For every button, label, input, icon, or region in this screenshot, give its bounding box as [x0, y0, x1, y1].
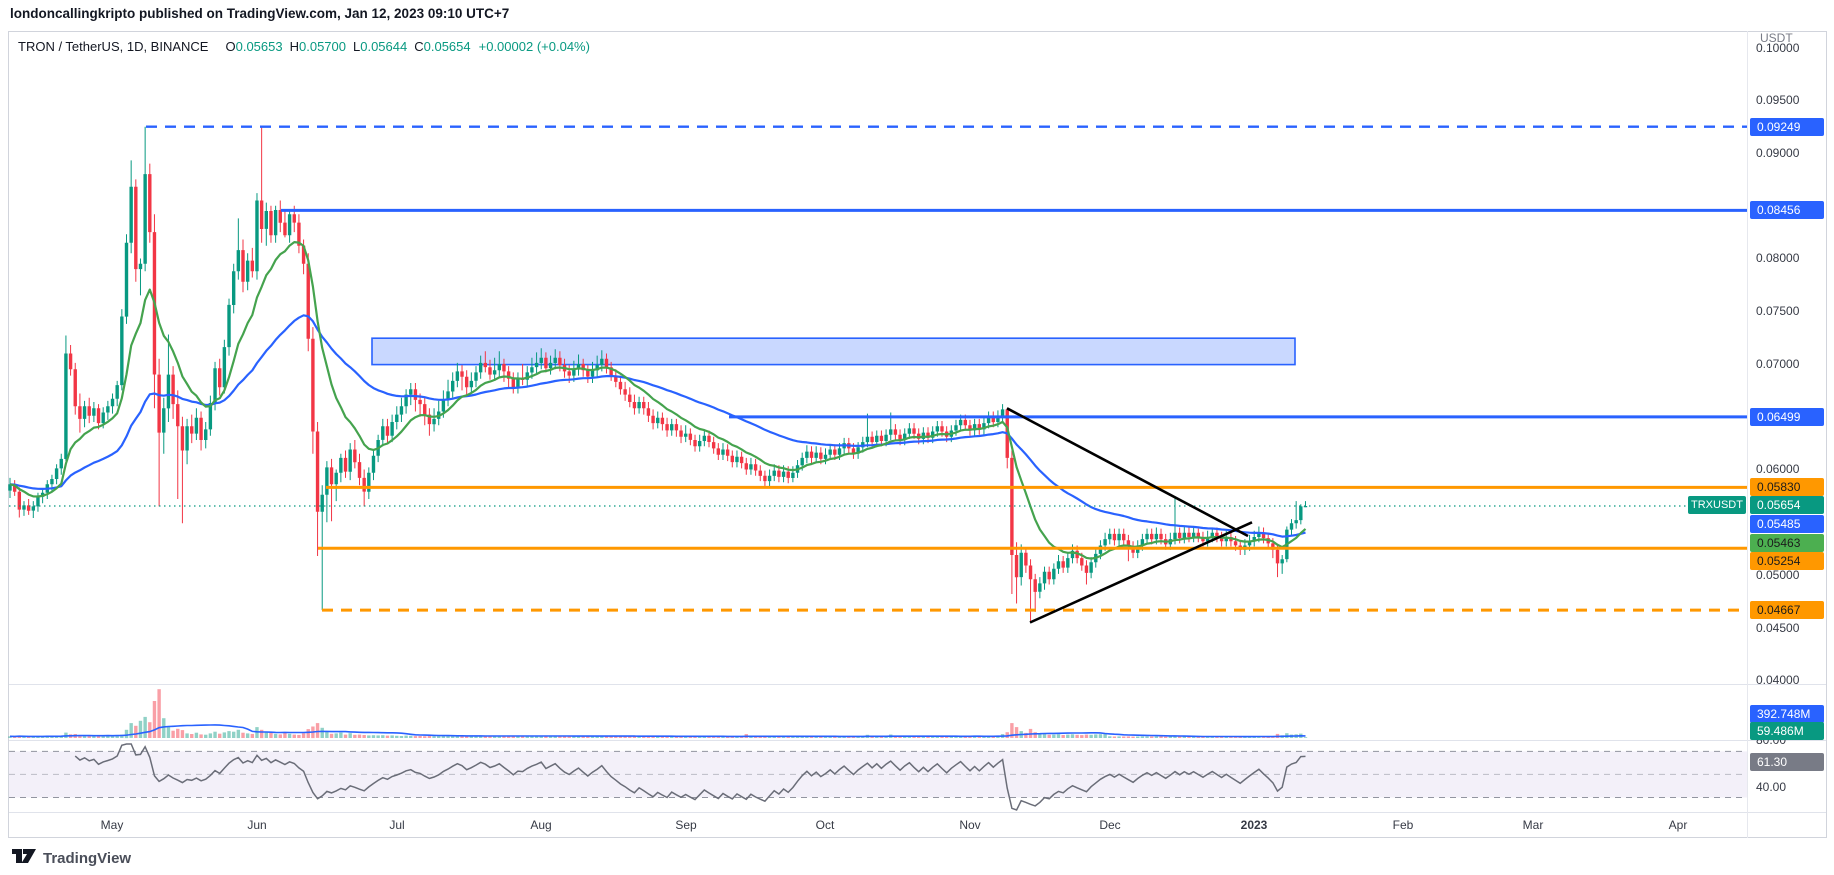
price-tick: 0.07000: [1756, 357, 1800, 371]
ohlc-values: O0.05653 H0.05700 L0.05644 C0.05654: [218, 39, 470, 54]
price-tick: 0.07500: [1756, 304, 1800, 318]
ma-fast-line: [9, 241, 1307, 560]
ohlc-value: 0.05644: [360, 39, 408, 54]
currency-label: USDT: [1760, 31, 1793, 45]
price-tick: 0.10000: [1756, 41, 1800, 55]
ohlc-key: C: [414, 39, 424, 54]
rsi-line: [74, 743, 1306, 811]
axis-price-label[interactable]: 0.05254: [1750, 552, 1824, 570]
ohlc-value: 0.05654: [423, 39, 471, 54]
axis-price-label[interactable]: 0.05485: [1750, 515, 1824, 533]
price-tick: 0.08000: [1756, 251, 1800, 265]
axis-price-label[interactable]: 61.30: [1750, 753, 1824, 771]
month-label: Sep: [675, 818, 697, 832]
ohlc-key: H: [289, 39, 299, 54]
month-label: Jul: [389, 818, 405, 832]
footer: TradingView: [12, 845, 131, 872]
price-tick: 0.04500: [1756, 621, 1800, 635]
axis-price-label[interactable]: 0.04667: [1750, 601, 1824, 619]
price-tick: 0.09000: [1756, 146, 1800, 160]
trendline-lower: [1029, 521, 1253, 624]
axis-price-label[interactable]: 0.08456: [1750, 201, 1824, 219]
ohlc-key: O: [225, 39, 236, 54]
ohlc-value: 0.05653: [235, 39, 283, 54]
month-label: Nov: [959, 818, 981, 832]
axis-price-label[interactable]: 59.486M: [1750, 722, 1824, 740]
publish-info: londoncallingkripto published on Trading…: [10, 6, 510, 21]
month-label: Mar: [1522, 818, 1544, 832]
price-tick: 0.04000: [1756, 673, 1800, 687]
axis-price-label[interactable]: 0.09249: [1750, 118, 1824, 136]
month-label: May: [100, 818, 124, 832]
change-value: +0.00002 (+0.04%): [478, 39, 590, 54]
volume-ma-line: [9, 724, 1306, 738]
symbol-title[interactable]: TRON / TetherUS, 1D, BINANCE: [18, 39, 209, 54]
price-tick: 0.09500: [1756, 93, 1800, 107]
ohlc-key: L: [353, 39, 361, 54]
price-tick: 0.06000: [1756, 462, 1800, 476]
tradingview-logo-icon[interactable]: [12, 845, 36, 872]
month-label: 2023: [1240, 818, 1268, 832]
month-label: Apr: [1668, 818, 1688, 832]
month-label: Dec: [1099, 818, 1121, 832]
candle-bodies-up: [8, 174, 1308, 592]
chart-legend: TRON / TetherUS, 1D, BINANCE O0.05653 H0.0…: [18, 39, 590, 54]
axis-price-label[interactable]: 0.05830: [1750, 478, 1824, 496]
month-label: Aug: [530, 818, 552, 832]
axis-price-label[interactable]: 0.05463: [1750, 534, 1824, 552]
price-tick: 40.00: [1756, 780, 1787, 794]
brand-name: TradingView: [43, 850, 132, 867]
ohlc-value: 0.05700: [299, 39, 346, 54]
month-label: Jun: [247, 818, 267, 832]
supply-zone: [371, 337, 1296, 366]
axis-price-label[interactable]: 0.05654: [1750, 496, 1824, 514]
axis-price-label[interactable]: 392.748M: [1750, 705, 1824, 723]
symbol-price-tag[interactable]: TRXUSDT: [1688, 496, 1746, 514]
price-tick: 0.05000: [1756, 568, 1800, 582]
trendline-upper: [1006, 407, 1249, 538]
month-label: Oct: [815, 818, 835, 832]
month-label: Feb: [1392, 818, 1414, 832]
axis-price-label[interactable]: 0.06499: [1750, 408, 1824, 426]
